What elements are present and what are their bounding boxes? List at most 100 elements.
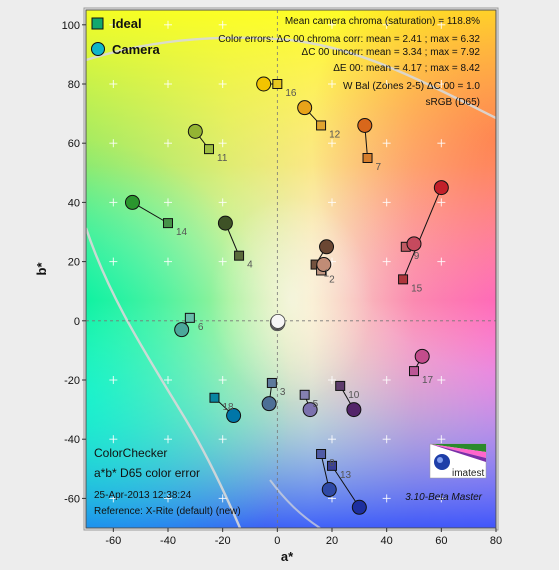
legend-camera-marker: [91, 42, 105, 56]
camera-marker-13: [351, 499, 367, 515]
grid-cross: [109, 198, 118, 207]
grid-cross: [218, 139, 227, 148]
grid-cross: [382, 257, 391, 266]
grid-cross: [437, 435, 446, 444]
ideal-marker-10: [335, 380, 346, 391]
camera-marker-3: [261, 396, 277, 412]
camera-marker-11: [187, 123, 203, 139]
grid-cross: [218, 80, 227, 88]
legend-ideal-marker: [91, 17, 104, 30]
patch-label-5: 5: [313, 399, 319, 410]
stats-de00: ΔE 00: mean = 4.17 ; max = 8.42: [333, 63, 480, 74]
ideal-marker-3: [266, 377, 277, 388]
ideal-marker-14: [163, 218, 173, 229]
grid-cross: [164, 139, 172, 148]
patch-label-10: 10: [348, 390, 360, 401]
grid-cross: [109, 435, 118, 444]
grid-cross: [109, 376, 118, 384]
x-tick-label: 40: [381, 535, 393, 547]
ideal-marker-5: [299, 389, 310, 400]
gamut-boundary-lower: [86, 227, 242, 528]
grid-cross: [382, 376, 391, 384]
patch-label-1: 1: [324, 269, 330, 280]
camera-marker-1: [319, 239, 335, 255]
grid-cross: [164, 198, 172, 207]
patch-label-18: 18: [222, 402, 234, 413]
grid-cross: [218, 435, 227, 444]
x-tick-label: -20: [215, 535, 231, 547]
camera-marker-18: [226, 408, 242, 424]
stats-dc00-corr: Color errors: ΔC 00 chroma corr: mean = …: [218, 34, 480, 45]
grid-cross: [164, 257, 172, 266]
y-tick-label: 80: [68, 79, 80, 91]
camera-marker-4: [217, 215, 233, 231]
camera-marker-5: [302, 402, 318, 418]
stats-wbal: W Bal (Zones 2-5) ΔC 00 = 1.0: [343, 81, 480, 92]
ideal-marker-7: [362, 153, 373, 163]
grid-cross: [437, 257, 446, 266]
chart-subtitle: a*b* D65 color error: [94, 466, 200, 480]
grid-cross: [328, 376, 336, 384]
patch-label-12: 12: [329, 129, 341, 140]
camera-marker-8: [321, 482, 337, 498]
stats-block: Mean camera chroma (saturation) = 118.8%…: [218, 16, 480, 108]
grid-cross: [437, 80, 446, 88]
grid-cross: [164, 494, 172, 503]
legend: Ideal Camera: [91, 16, 160, 57]
camera-marker-12: [297, 100, 313, 116]
x-tick-label: -40: [160, 535, 176, 547]
ideal-marker-4: [234, 250, 245, 261]
y-tick-label: -40: [64, 434, 80, 446]
y-tick-label: -60: [64, 493, 80, 505]
error-line-15: [402, 187, 442, 280]
patch-label-14: 14: [176, 227, 188, 238]
grid-cross: [109, 80, 118, 88]
grid-cross: [218, 376, 227, 384]
grid-cross: [382, 80, 391, 88]
grid-cross: [109, 257, 118, 266]
imatest-logo-text: imatest: [452, 468, 484, 479]
grid-cross: [437, 20, 446, 29]
grid-cross: [382, 198, 391, 207]
camera-marker-6: [174, 322, 190, 338]
patch-label-15: 15: [411, 283, 423, 294]
grid-cross: [164, 435, 172, 444]
chart-title: ColorChecker: [94, 446, 167, 460]
y-axis-label: b*: [34, 262, 49, 276]
camera-marker-14: [124, 194, 140, 210]
patch-label-16: 16: [285, 88, 297, 99]
x-tick-label: 0: [274, 535, 280, 547]
legend-camera-label: Camera: [112, 42, 160, 57]
grid-cross: [437, 139, 446, 148]
ideal-marker-8: [316, 449, 327, 459]
grid-cross: [328, 80, 336, 88]
x-tick-label: -60: [105, 535, 121, 547]
grid-cross: [218, 198, 227, 207]
patch-label-13: 13: [340, 470, 352, 481]
camera-marker-7: [357, 117, 373, 133]
ideal-marker-15: [398, 274, 409, 285]
grid-cross: [109, 494, 118, 503]
grid-cross: [164, 20, 172, 29]
error-line-13: [331, 465, 360, 508]
patch-label-8: 8: [329, 458, 335, 469]
patch-label-4: 4: [247, 260, 253, 271]
ideal-marker-16: [272, 79, 283, 89]
grid-cross: [109, 139, 118, 148]
grid-cross: [382, 494, 391, 503]
chart-timestamp: 25-Apr-2013 12:38:24: [94, 490, 192, 501]
grid-cross: [164, 376, 172, 384]
camera-marker-10: [346, 402, 362, 418]
stats-dc00-uncorr: ΔC 00 uncorr: mean = 3.34 ; max = 7.92: [302, 47, 481, 58]
y-tick-label: 0: [74, 316, 80, 328]
x-tick-label: 20: [326, 535, 338, 547]
y-tick-label: 40: [68, 197, 80, 209]
patch-label-11: 11: [217, 153, 228, 164]
patch-label-6: 6: [198, 322, 204, 333]
gamut-boundary-lower-right: [269, 479, 321, 528]
grid-cross: [328, 198, 336, 207]
grid-cross: [218, 20, 227, 29]
grid-cross: [328, 435, 336, 444]
